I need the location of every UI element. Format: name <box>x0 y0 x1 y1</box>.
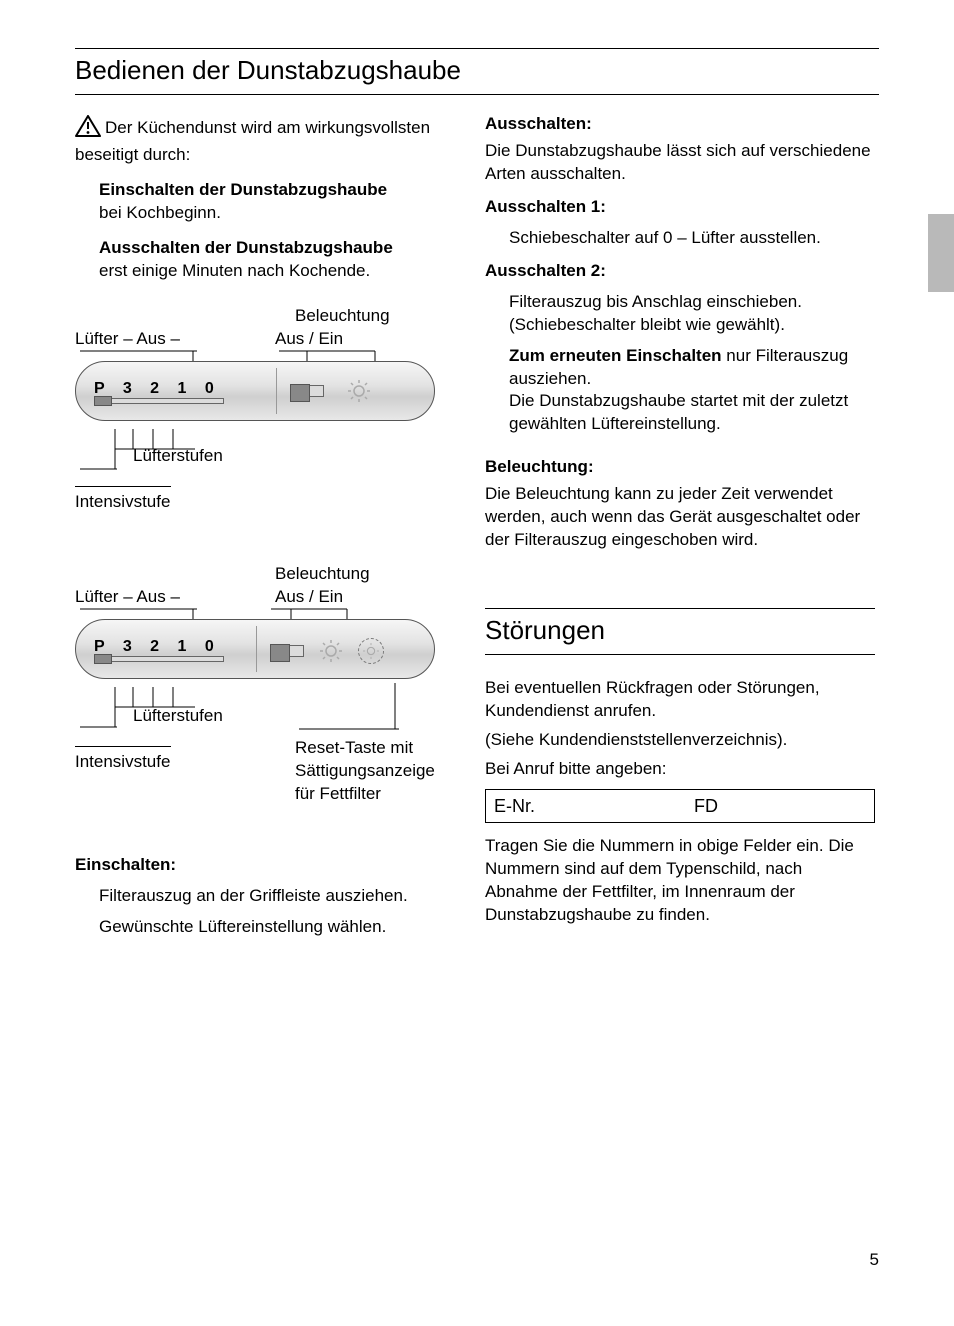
label-intense: Intensivstufe <box>75 491 455 514</box>
bullet-rest: bei Kochbeginn. <box>99 203 221 222</box>
rule <box>485 608 875 609</box>
control-panel: P 3 2 1 0 <box>75 619 435 679</box>
aus2-body: Filterauszug bis Anschlag ein­schieben. … <box>509 291 875 337</box>
fan-slider: P 3 2 1 0 <box>94 378 242 406</box>
stoerungen-section: Störungen <box>485 608 875 655</box>
rule <box>75 48 879 49</box>
label-light-top: Beleuchtung <box>295 305 455 328</box>
slider-track <box>94 398 224 404</box>
stoerungen-title: Störungen <box>485 613 875 654</box>
label-light-top: Beleuchtung <box>275 563 455 586</box>
reset-indicator-icon <box>358 638 384 664</box>
aus1-heading: Ausschalten 1: <box>485 196 875 219</box>
bullet-rest: erst einige Minuten nach Kochende. <box>99 261 370 280</box>
label-reset-3: für Fettfilter <box>295 783 435 806</box>
aus1-body: Schiebeschalter auf 0 – Lüfter ausstelle… <box>509 227 875 250</box>
slider-knob <box>94 654 112 664</box>
page-number: 5 <box>870 1249 879 1272</box>
side-tab <box>928 214 954 292</box>
intro-paragraph: Der Küchendunst wird am wirkungs­vollste… <box>75 115 455 167</box>
restart-bold: Zum erneuten Einschalten <box>509 346 722 365</box>
lamp-icon <box>320 640 342 662</box>
rule <box>75 746 171 747</box>
label-reset-1: Reset-Taste mit <box>295 737 435 760</box>
control-panel-diagram-2: Beleuchtung Lüfter – Aus – Aus / Ein <box>75 563 455 806</box>
label-fan-levels: Lüfterstufen <box>133 705 295 728</box>
aus-intro: Die Dunstabzugshaube lässt sich auf vers… <box>485 140 875 186</box>
label-light-off-on: Aus / Ein <box>275 586 435 609</box>
restart-block: Zum erneuten Einschalten nur Filter­ausz… <box>509 345 875 437</box>
model-number-box: E-Nr. FD <box>485 789 875 823</box>
label-fan-levels: Lüfterstufen <box>133 445 455 468</box>
page-title: Bedienen der Dunstabzugshaube <box>75 53 879 94</box>
bullet-bold: Ausschalten der Dunstabzugshaube <box>99 238 393 257</box>
enr-label: E-Nr. <box>494 794 694 818</box>
rule <box>75 486 171 487</box>
page-content: Bedienen der Dunstabzugshaube Der Küchen… <box>0 0 954 979</box>
label-reset-2: Sättigungsanzeige <box>295 760 435 783</box>
slider-scale-text: P 3 2 1 0 <box>94 636 221 658</box>
rule <box>485 654 875 655</box>
fd-label: FD <box>694 794 718 818</box>
label-fan-off: Lüfter – Aus – <box>75 586 275 609</box>
ausschalten-heading: Ausschalten: <box>485 113 875 136</box>
light-switch <box>270 645 304 657</box>
bullet-item: Einschalten der Dunstabzugshaube bei Koc… <box>99 179 455 225</box>
light-body: Die Beleuchtung kann zu jeder Zeit verwe… <box>485 483 875 552</box>
right-column: Ausschalten: Die Dunstabzugshaube lässt … <box>485 113 875 939</box>
slider-track <box>94 656 224 662</box>
control-panel-diagram-1: Beleuchtung Lüfter – Aus – Aus / Ein <box>75 305 455 514</box>
panel-divider <box>256 626 257 672</box>
warning-icon <box>75 115 101 144</box>
stoer-p1: Bei eventuellen Rückfragen oder Störunge… <box>485 677 875 723</box>
rule <box>75 94 879 95</box>
slider-knob <box>94 396 112 406</box>
label-fan-off: Lüfter – Aus – <box>75 328 275 351</box>
fan-slider: P 3 2 1 0 <box>94 636 242 664</box>
label-light-off-on: Aus / Ein <box>275 328 435 351</box>
stoer-p4: Tragen Sie die Nummern in obige Felder e… <box>485 835 875 927</box>
bullet-item: Ausschalten der Dunstabzugshaube erst ei… <box>99 237 455 283</box>
aus2-heading: Ausschalten 2: <box>485 260 875 283</box>
control-panel: P 3 2 1 0 <box>75 361 435 421</box>
ein-step: Gewünschte Lüftereinstellung wählen. <box>99 916 455 939</box>
panel-divider <box>276 368 277 414</box>
intro-text: Der Küchendunst wird am wirkungs­vollste… <box>75 118 430 164</box>
bullet-bold: Einschalten der Dunstabzugshaube <box>99 180 387 199</box>
label-intense: Intensivstufe <box>75 751 295 774</box>
lamp-icon <box>348 380 370 402</box>
beleuchtung-heading: Beleuchtung: <box>485 456 875 479</box>
left-column: Der Küchendunst wird am wirkungs­vollste… <box>75 113 455 939</box>
restart-line2: Die Dunstabzugshaube startet mit der zul… <box>509 391 848 433</box>
stoer-p2: (Siehe Kundendienststellenverzeichnis). <box>485 729 875 752</box>
light-switch <box>290 385 324 397</box>
einschalten-heading: Einschalten: <box>75 854 455 877</box>
ein-step: Filterauszug an der Griffleiste ausziehe… <box>99 885 455 908</box>
slider-scale-text: P 3 2 1 0 <box>94 378 221 400</box>
stoer-p3: Bei Anruf bitte angeben: <box>485 758 875 781</box>
